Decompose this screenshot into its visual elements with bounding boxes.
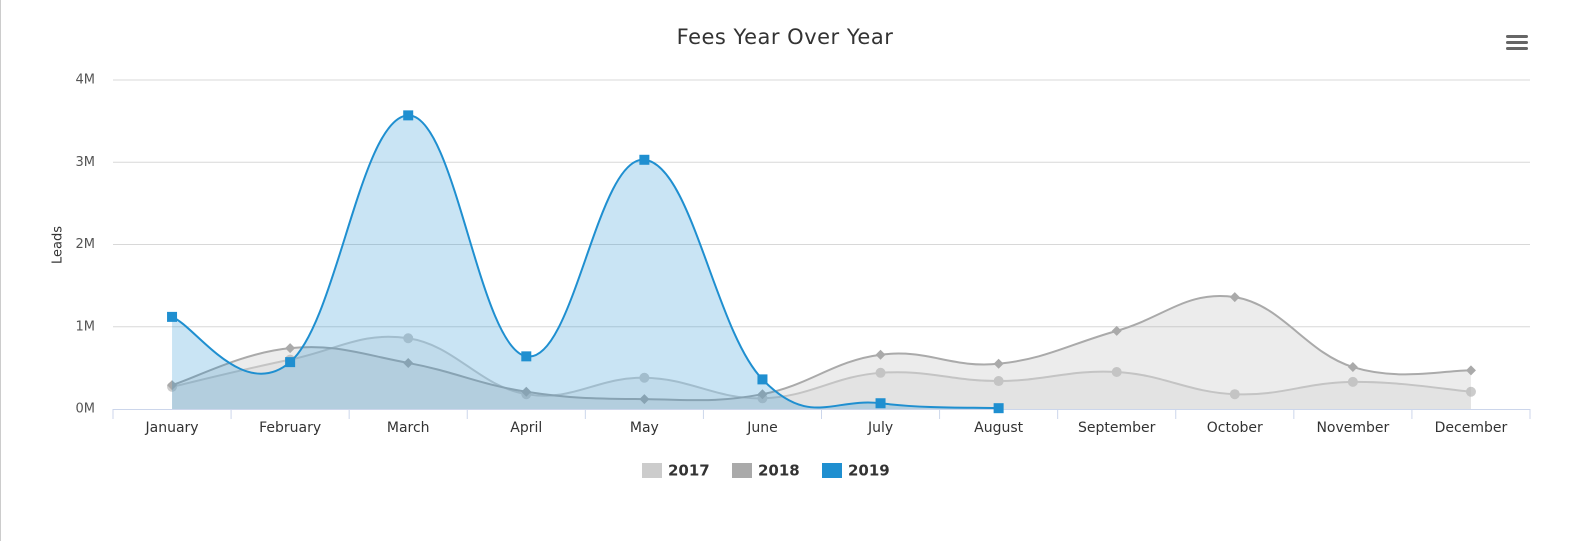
y-tick-label: 0M: [76, 402, 96, 417]
series-line: [171, 295, 1471, 402]
x-tick-label: February: [259, 420, 321, 436]
point-marker: [1465, 386, 1476, 397]
x-tick-label: April: [510, 420, 542, 436]
point-marker: [403, 110, 414, 121]
point-marker: [403, 333, 414, 344]
legend-label: 2019: [848, 462, 890, 480]
y-tick-label: 2M: [76, 237, 96, 252]
point-marker: [875, 349, 886, 360]
point-marker: [521, 386, 532, 397]
y-tick-label: 1M: [76, 319, 96, 334]
point-marker: [285, 343, 296, 354]
x-tick-label: September: [1078, 420, 1156, 436]
point-marker: [875, 367, 886, 378]
point-marker: [1229, 292, 1240, 303]
menu-bar: [1506, 35, 1528, 38]
legend-item[interactable]: 2019: [822, 462, 890, 480]
y-axis-title: Leads: [51, 226, 66, 264]
point-marker: [1465, 365, 1476, 376]
point-marker: [403, 357, 414, 368]
legend-swatch: [822, 463, 842, 478]
x-tick-label: October: [1207, 420, 1263, 436]
point-marker: [1111, 366, 1122, 377]
y-tick-label: 4M: [76, 73, 96, 88]
x-tick-label: May: [630, 420, 659, 436]
menu-bar: [1506, 41, 1528, 44]
point-marker: [285, 357, 296, 368]
y-tick-label: 3M: [76, 155, 96, 170]
menu-button[interactable]: [1506, 35, 1528, 50]
series-line: [171, 335, 1472, 400]
point-marker: [993, 376, 1004, 387]
point-marker: [875, 398, 886, 409]
point-marker: [521, 351, 532, 362]
series-area: [172, 295, 1471, 409]
x-tick-label: December: [1435, 420, 1508, 436]
legend-label: 2018: [758, 462, 800, 480]
legend-swatch: [732, 463, 752, 478]
x-tick-label: August: [974, 420, 1024, 436]
legend-item[interactable]: 2018: [732, 462, 800, 480]
x-tick-label: March: [387, 420, 430, 436]
point-marker: [757, 389, 768, 400]
legend-label: 2017: [668, 462, 710, 480]
point-marker: [1347, 362, 1358, 373]
point-marker: [1111, 325, 1122, 336]
x-tick-label: November: [1316, 420, 1389, 436]
legend-item[interactable]: 2017: [642, 462, 710, 480]
x-tick-label: January: [145, 420, 199, 436]
point-marker: [1347, 376, 1358, 387]
series-area: [172, 336, 1471, 409]
menu-bar: [1506, 47, 1528, 50]
point-marker: [1229, 389, 1240, 400]
point-marker: [639, 394, 650, 405]
point-marker: [993, 358, 1004, 369]
point-marker: [167, 311, 178, 322]
point-marker: [757, 374, 768, 385]
point-marker: [639, 154, 650, 165]
chart-title: Fees Year Over Year: [677, 25, 894, 49]
point-marker: [993, 403, 1004, 414]
point-marker: [639, 372, 650, 383]
point-marker: [167, 380, 178, 391]
x-tick-label: June: [746, 420, 778, 436]
series-line: [171, 114, 999, 410]
legend-swatch: [642, 463, 662, 478]
x-tick-label: July: [867, 420, 893, 436]
